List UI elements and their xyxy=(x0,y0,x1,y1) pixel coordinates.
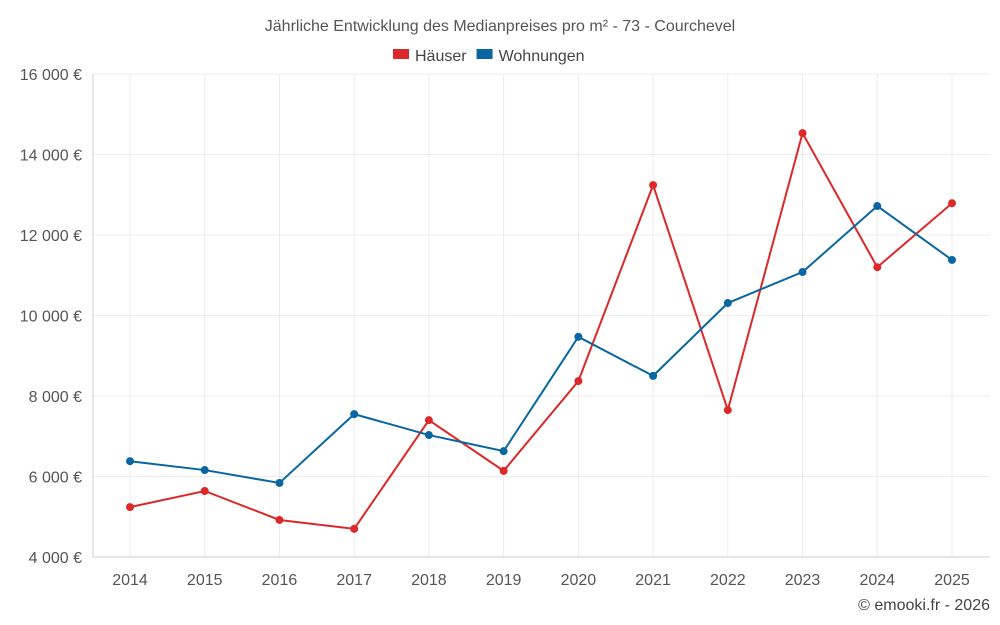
x-tick-label: 2023 xyxy=(785,572,821,589)
data-point xyxy=(275,515,284,524)
data-point xyxy=(350,524,359,533)
y-tick-label: 6 000 € xyxy=(29,470,82,487)
x-tick-label: 2014 xyxy=(112,572,148,589)
grid xyxy=(93,73,990,558)
data-point xyxy=(948,199,956,208)
x-tick-label: 2024 xyxy=(859,572,895,589)
data-point xyxy=(499,447,508,456)
y-tick-label: 4 000 € xyxy=(29,550,82,567)
copyright-text: © emooki.fr - 2026 xyxy=(858,597,990,614)
legend-swatch xyxy=(476,49,493,59)
x-tick-label: 2018 xyxy=(411,572,447,589)
y-tick-label: 16 000 € xyxy=(20,67,82,84)
data-point xyxy=(574,377,583,386)
x-tick-label: 2016 xyxy=(262,572,298,589)
series-line-wohnungen xyxy=(129,204,953,485)
x-tick-label: 2022 xyxy=(710,572,746,589)
data-point xyxy=(499,466,508,475)
legend-label: Wohnungen xyxy=(499,48,585,65)
data-point xyxy=(723,299,732,308)
legend: Häuser Wohnungen xyxy=(393,48,585,65)
x-tick-label: 2017 xyxy=(336,572,372,589)
data-point xyxy=(649,371,658,380)
y-tick-label: 14 000 € xyxy=(20,148,82,165)
x-tick-label: 2025 xyxy=(934,572,970,589)
legend-swatch xyxy=(393,49,409,59)
data-point xyxy=(424,416,433,425)
data-point xyxy=(649,181,658,190)
data-point xyxy=(873,263,882,272)
data-point xyxy=(275,478,284,487)
series-line-häuser xyxy=(129,130,953,530)
data-point xyxy=(723,406,732,415)
x-tick-label: 2021 xyxy=(635,572,671,589)
data-point xyxy=(574,332,583,341)
data-point xyxy=(798,268,807,277)
data-point xyxy=(126,503,134,512)
data-point xyxy=(873,202,882,211)
legend-label: Häuser xyxy=(415,48,467,65)
y-tick-label: 10 000 € xyxy=(20,309,82,326)
data-point xyxy=(424,431,433,440)
x-tick-label: 2015 xyxy=(187,572,223,589)
series-group xyxy=(126,129,956,533)
chart-title: Jährliche Entwicklung des Medianpreises … xyxy=(265,18,735,35)
y-tick-label: 8 000 € xyxy=(29,389,82,406)
data-point xyxy=(798,129,807,138)
axes: 4 000 € 6 000 € 8 000 € 10 000 € 12 000 € 14 … xyxy=(20,67,990,589)
data-point xyxy=(200,486,209,495)
data-point xyxy=(948,255,956,264)
x-tick-label: 2020 xyxy=(561,572,597,589)
data-point xyxy=(126,457,134,466)
data-point xyxy=(350,410,359,419)
y-tick-label: 12 000 € xyxy=(20,228,82,245)
data-point xyxy=(200,466,209,475)
x-tick-label: 2019 xyxy=(486,572,522,589)
